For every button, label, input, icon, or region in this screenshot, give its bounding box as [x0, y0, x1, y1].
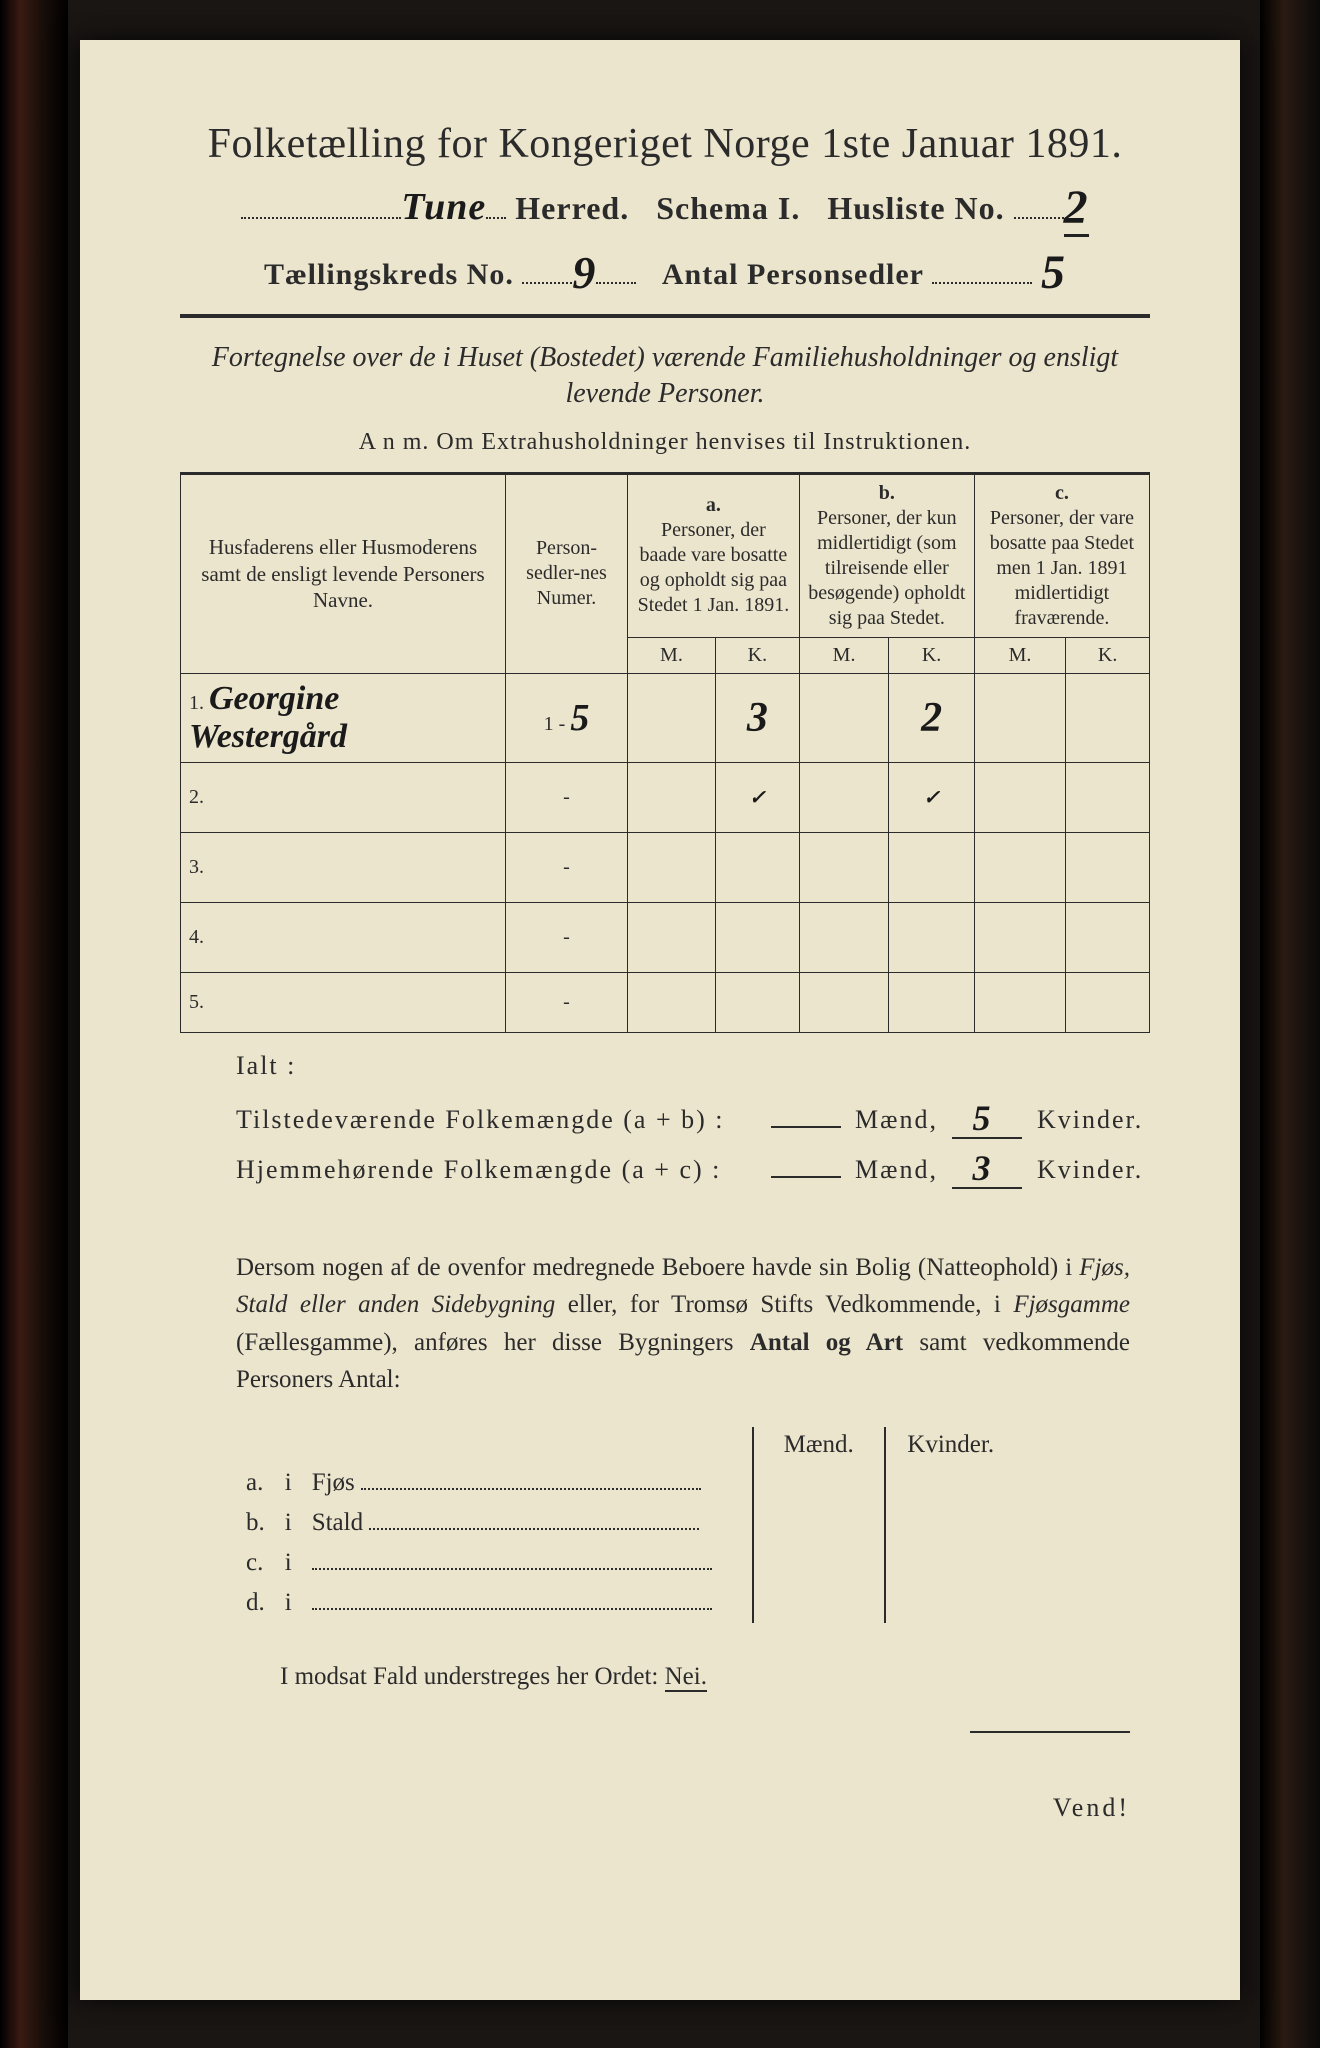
outb-row: c. i [236, 1543, 1016, 1583]
outb-row: a. i Fjøs [236, 1463, 1016, 1503]
page-title: Folketælling for Kongeriget Norge 1ste J… [180, 120, 1150, 168]
cell: - [506, 762, 628, 832]
kreds-label: Tællingskreds No. [264, 258, 514, 291]
th-b-top: b. [879, 482, 895, 504]
husliste-value: 2 [1064, 181, 1089, 237]
th-b-m: M. [799, 637, 889, 673]
row-n: 4. [189, 926, 204, 948]
cell: 2 [889, 673, 975, 762]
outbuilding-table: Mænd. Kvinder. a. i Fjøs b. i Stald c. i… [236, 1427, 1016, 1623]
cell: ✓ [715, 762, 799, 832]
cell [1066, 762, 1150, 832]
outb-idx: c. [236, 1543, 275, 1583]
th-b-text: Personer, der kun midlertidigt (som tilr… [808, 507, 965, 629]
th-c-text: Personer, der vare bosatte paa Stedet me… [990, 507, 1134, 629]
kreds-value: 9 [572, 247, 596, 298]
outb-idx: b. [236, 1503, 275, 1543]
cell: 3 [715, 673, 799, 762]
th-a-m: M. [628, 637, 716, 673]
kvinder-label: Kvinder. [1037, 1105, 1143, 1134]
row-n: 3. [189, 856, 204, 878]
maend-label: Mænd, [855, 1155, 938, 1184]
cell [974, 673, 1065, 762]
husliste-label: Husliste No. [827, 190, 1004, 226]
subtitle: Fortegnelse over de i Huset (Bostedet) v… [210, 340, 1120, 413]
outb-label: Stald [312, 1509, 363, 1536]
th-c-k: K. [1066, 637, 1150, 673]
outb-head-k: Kvinder. [885, 1427, 1016, 1463]
sum-value: 5 [972, 1098, 992, 1138]
cell: ✓ [889, 762, 975, 832]
table-row: 1. Georgine Westergård 1 - 5 3 2 [181, 673, 1150, 762]
row-num: 1 - [544, 713, 571, 735]
personsedler-value: 5 [1041, 246, 1066, 299]
th-a-text: Personer, der baade vare bosatte og opho… [638, 519, 790, 616]
outb-label: Fjøs [312, 1469, 355, 1496]
th-b: b. Personer, der kun midlertidigt (som t… [799, 474, 974, 637]
kvinder-label: Kvinder. [1037, 1155, 1143, 1184]
th-c-m: M. [974, 637, 1065, 673]
cell [974, 762, 1065, 832]
row-num-hand: 5 [570, 697, 589, 739]
th-c-top: c. [1055, 482, 1069, 504]
header-line-1: Tune Herred. Schema I. Husliste No. 2 [180, 176, 1150, 231]
header-line-2: Tællingskreds No. 9 Antal Personsedler 5 [180, 241, 1150, 296]
th-c: c. Personer, der vare bosatte paa Stedet… [974, 474, 1149, 637]
outbuilding-paragraph: Dersom nogen af de ovenfor medregnede Be… [236, 1249, 1130, 1399]
anm-note: A n m. Om Extrahusholdninger henvises ti… [180, 429, 1150, 456]
sum-label: Tilstedeværende Folkemængde (a + b) : [236, 1105, 756, 1135]
nei-line: I modsat Fald understreges her Ordet: Ne… [280, 1663, 1150, 1691]
outb-idx: d. [236, 1583, 275, 1623]
sum-label: Hjemmehørende Folkemængde (a + c) : [236, 1155, 756, 1185]
cell [628, 673, 716, 762]
schema-label: Schema I. [656, 190, 800, 226]
th-name: Husfaderens eller Husmoderens samt de en… [181, 474, 506, 673]
row-n: 5. [189, 991, 204, 1013]
table-row: 4. - [181, 902, 1150, 972]
sum-value: 3 [972, 1148, 992, 1188]
cell [1066, 673, 1150, 762]
th-a: a. Personer, der baade vare bosatte og o… [628, 474, 800, 637]
outb-i: i [275, 1583, 302, 1623]
maend-label: Mænd, [855, 1105, 938, 1134]
personsedler-label: Antal Personsedler [662, 258, 924, 291]
row-n: 1. [189, 692, 204, 714]
cell [628, 762, 716, 832]
herred-label: Herred. [515, 190, 629, 226]
outb-row: b. i Stald [236, 1503, 1016, 1543]
cell: - [506, 832, 628, 902]
th-a-k: K. [715, 637, 799, 673]
outb-i: i [275, 1463, 302, 1503]
outb-i: i [275, 1503, 302, 1543]
herred-value: Tune [401, 186, 486, 228]
row-name: Georgine Westergård [189, 680, 347, 755]
cell [799, 762, 889, 832]
outb-row: d. i [236, 1583, 1016, 1623]
household-table: Husfaderens eller Husmoderens samt de en… [180, 474, 1150, 1033]
sum-tilstede: Tilstedeværende Folkemængde (a + b) : Mæ… [236, 1095, 1150, 1139]
sum-hjemme: Hjemmehørende Folkemængde (a + c) : Mænd… [236, 1145, 1150, 1189]
census-form-page: Folketælling for Kongeriget Norge 1ste J… [80, 40, 1240, 2000]
cell: - [506, 902, 628, 972]
nei-word: Nei. [665, 1663, 707, 1692]
outb-head-m: Mænd. [753, 1427, 885, 1463]
ialt-label: Ialt : [236, 1051, 1150, 1081]
outb-i: i [275, 1543, 302, 1583]
table-row: 5. - [181, 972, 1150, 1032]
vend-label: Vend! [180, 1793, 1130, 1823]
nei-text: I modsat Fald understreges her Ordet: [280, 1663, 658, 1690]
table-row: 2. - ✓ ✓ [181, 762, 1150, 832]
th-a-top: a. [706, 494, 721, 516]
table-row: 3. - [181, 832, 1150, 902]
cell [799, 673, 889, 762]
outb-idx: a. [236, 1463, 275, 1503]
cell: - [506, 972, 628, 1032]
th-num: Person-sedler-nes Numer. [506, 474, 628, 673]
th-b-k: K. [889, 637, 975, 673]
row-n: 2. [189, 786, 204, 808]
